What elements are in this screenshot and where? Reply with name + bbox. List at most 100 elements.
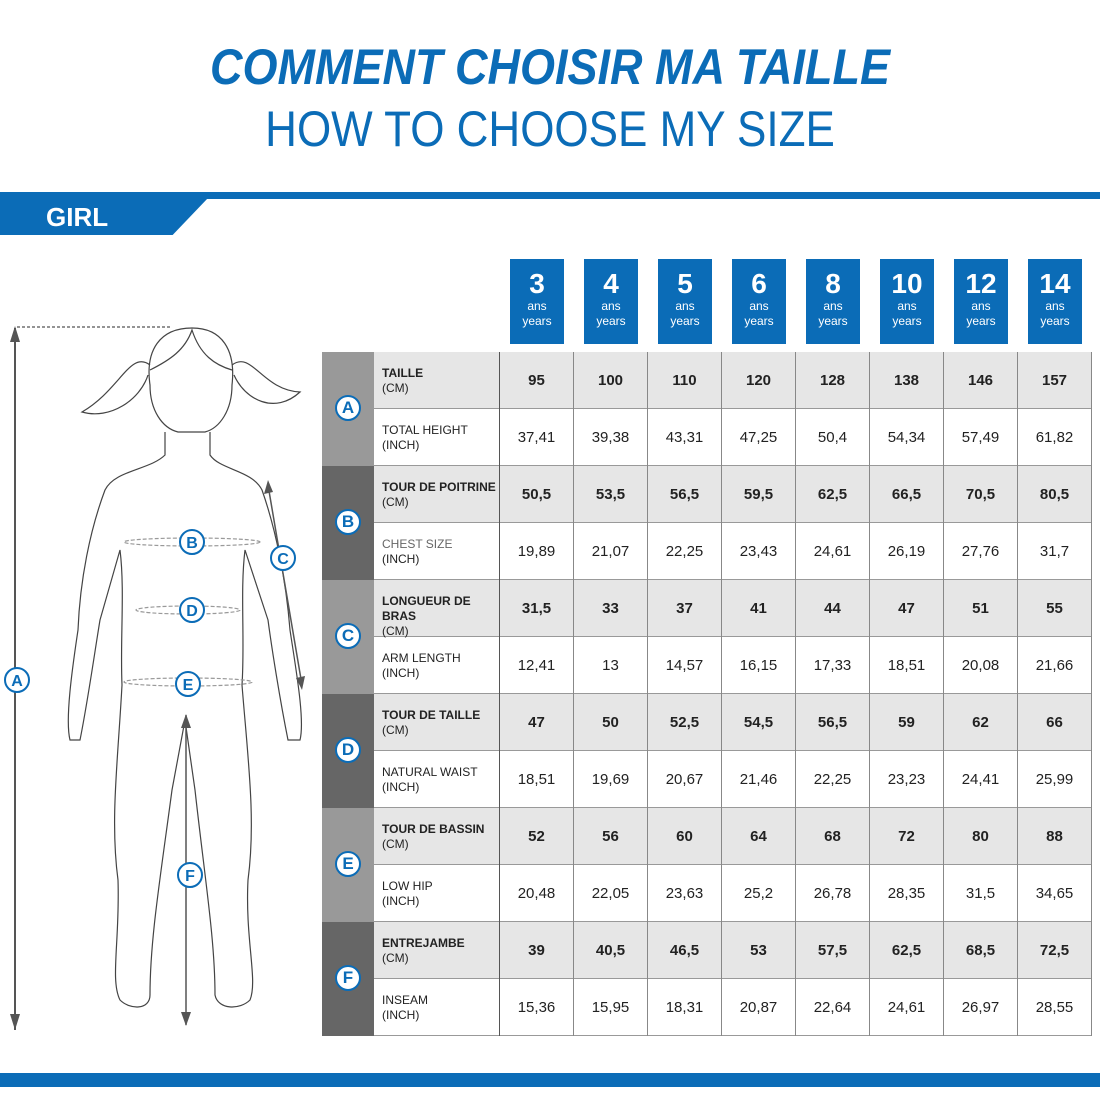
value-cell: 157 [1018, 352, 1092, 409]
size-header-4: 4 ans years [584, 259, 638, 344]
value-cell: 22,64 [796, 979, 870, 1036]
value-cell: 18,51 [870, 637, 944, 694]
size-number: 4 [603, 268, 619, 299]
value-cell: 110 [648, 352, 722, 409]
value-cell: 18,51 [500, 751, 574, 808]
value-cell: 53,5 [574, 466, 648, 523]
row-inch: NATURAL WAIST (INCH) 18,51 19,69 20,67 21,46 2… [374, 751, 1092, 808]
title-french: COMMENT CHOISIR MA TAILLE [210, 39, 890, 95]
group-letter-A: A [335, 395, 361, 421]
value-cell: 52 [500, 808, 574, 865]
size-header-5: 5 ans years [658, 259, 712, 344]
value-cell: 66,5 [870, 466, 944, 523]
row-label: TOUR DE POITRINE (CM) [374, 466, 500, 523]
row-inch: INSEAM (INCH) 15,36 15,95 18,31 20,87 22,64 24,… [374, 979, 1092, 1036]
value-cell: 57,5 [796, 922, 870, 979]
size-unit-en: years [892, 314, 922, 328]
row-inch: LOW HIP (INCH) 20,48 22,05 23,63 25,2 26,78 28,… [374, 865, 1092, 922]
value-cell: 62 [944, 694, 1018, 751]
value-cell: 14,57 [648, 637, 722, 694]
value-cell: 146 [944, 352, 1018, 409]
measure-unit: (INCH) [382, 666, 420, 680]
size-number: 12 [965, 268, 997, 299]
value-cell: 19,89 [500, 523, 574, 580]
value-cell: 24,61 [870, 979, 944, 1036]
size-number: 14 [1039, 268, 1071, 299]
value-cell: 47 [500, 694, 574, 751]
size-number: 3 [529, 268, 545, 299]
row-label: TOUR DE BASSIN (CM) [374, 808, 500, 865]
value-cell: 13 [574, 637, 648, 694]
value-cell: 46,5 [648, 922, 722, 979]
group-letter-B: B [335, 509, 361, 535]
head-outline [148, 327, 234, 433]
value-cell: 52,5 [648, 694, 722, 751]
value-cell: 23,23 [870, 751, 944, 808]
size-unit-en: years [522, 314, 552, 328]
figure-label-d: D [186, 603, 198, 620]
value-cell: 15,95 [574, 979, 648, 1036]
row-cm: LONGUEUR DE BRAS (CM) 31,5 33 37 41 44 47 51 55 [374, 580, 1092, 638]
value-cell: 40,5 [574, 922, 648, 979]
measure-name: LONGUEUR DE BRAS [382, 594, 471, 623]
measure-name: TOUR DE BASSIN [382, 822, 485, 836]
value-cell: 26,78 [796, 865, 870, 922]
value-cell: 51 [944, 580, 1018, 637]
value-cell: 20,08 [944, 637, 1018, 694]
value-cell: 16,15 [722, 637, 796, 694]
value-cell: 80,5 [1018, 466, 1092, 523]
value-cell: 12,41 [500, 637, 574, 694]
size-unit-fr: ans [971, 299, 991, 313]
row-label: CHEST SIZE (INCH) [374, 523, 500, 580]
measure-unit: (CM) [382, 495, 409, 509]
value-cell: 72,5 [1018, 922, 1092, 979]
value-cell: 59 [870, 694, 944, 751]
measure-name: TOUR DE POITRINE [382, 480, 496, 494]
size-number: 10 [891, 268, 923, 299]
size-unit-fr: ans [527, 299, 547, 313]
value-cell: 56,5 [796, 694, 870, 751]
value-cell: 41 [722, 580, 796, 637]
row-label: ENTREJAMBE (CM) [374, 922, 500, 979]
value-cell: 22,05 [574, 865, 648, 922]
value-cell: 64 [722, 808, 796, 865]
value-cell: 27,76 [944, 523, 1018, 580]
row-cm: TOUR DE BASSIN (CM) 52 56 60 64 68 72 80 88 [374, 808, 1092, 865]
value-cell: 23,63 [648, 865, 722, 922]
size-header-10: 10 ans years [880, 259, 934, 344]
value-cell: 138 [870, 352, 944, 409]
size-header-6: 6 ans years [732, 259, 786, 344]
value-cell: 20,48 [500, 865, 574, 922]
value-cell: 120 [722, 352, 796, 409]
value-cell: 17,33 [796, 637, 870, 694]
size-unit-fr: ans [897, 299, 917, 313]
row-inch: ARM LENGTH (INCH) 12,41 13 14,57 16,15 17,33 18… [374, 637, 1092, 694]
value-cell: 59,5 [722, 466, 796, 523]
measure-unit: (INCH) [382, 894, 420, 908]
value-cell: 31,5 [500, 580, 574, 637]
row-label: ARM LENGTH (INCH) [374, 637, 500, 694]
size-number: 8 [825, 268, 841, 299]
figure-label-b: B [186, 535, 198, 552]
row-cm: TOUR DE TAILLE (CM) 47 50 52,5 54,5 56,5 59 62 66 [374, 694, 1092, 751]
value-cell: 72 [870, 808, 944, 865]
value-cell: 37,41 [500, 409, 574, 466]
size-unit-fr: ans [601, 299, 621, 313]
measure-name: INSEAM [382, 993, 429, 1007]
value-cell: 26,97 [944, 979, 1018, 1036]
size-unit-en: years [744, 314, 774, 328]
size-unit-fr: ans [675, 299, 695, 313]
value-cell: 66 [1018, 694, 1092, 751]
measure-unit: (CM) [382, 837, 409, 851]
row-label: TAILLE (CM) [374, 352, 500, 409]
value-cell: 57,49 [944, 409, 1018, 466]
row-label: TOTAL HEIGHT (INCH) [374, 409, 500, 466]
value-cell: 37 [648, 580, 722, 637]
value-cell: 61,82 [1018, 409, 1092, 466]
size-header-14: 14 ans years [1028, 259, 1082, 344]
row-cm: ENTREJAMBE (CM) 39 40,5 46,5 53 57,5 62,5 68,5 72… [374, 922, 1092, 979]
value-cell: 80 [944, 808, 1018, 865]
value-cell: 21,46 [722, 751, 796, 808]
value-cell: 20,87 [722, 979, 796, 1036]
title-english: HOW TO CHOOSE MY SIZE [265, 101, 835, 157]
